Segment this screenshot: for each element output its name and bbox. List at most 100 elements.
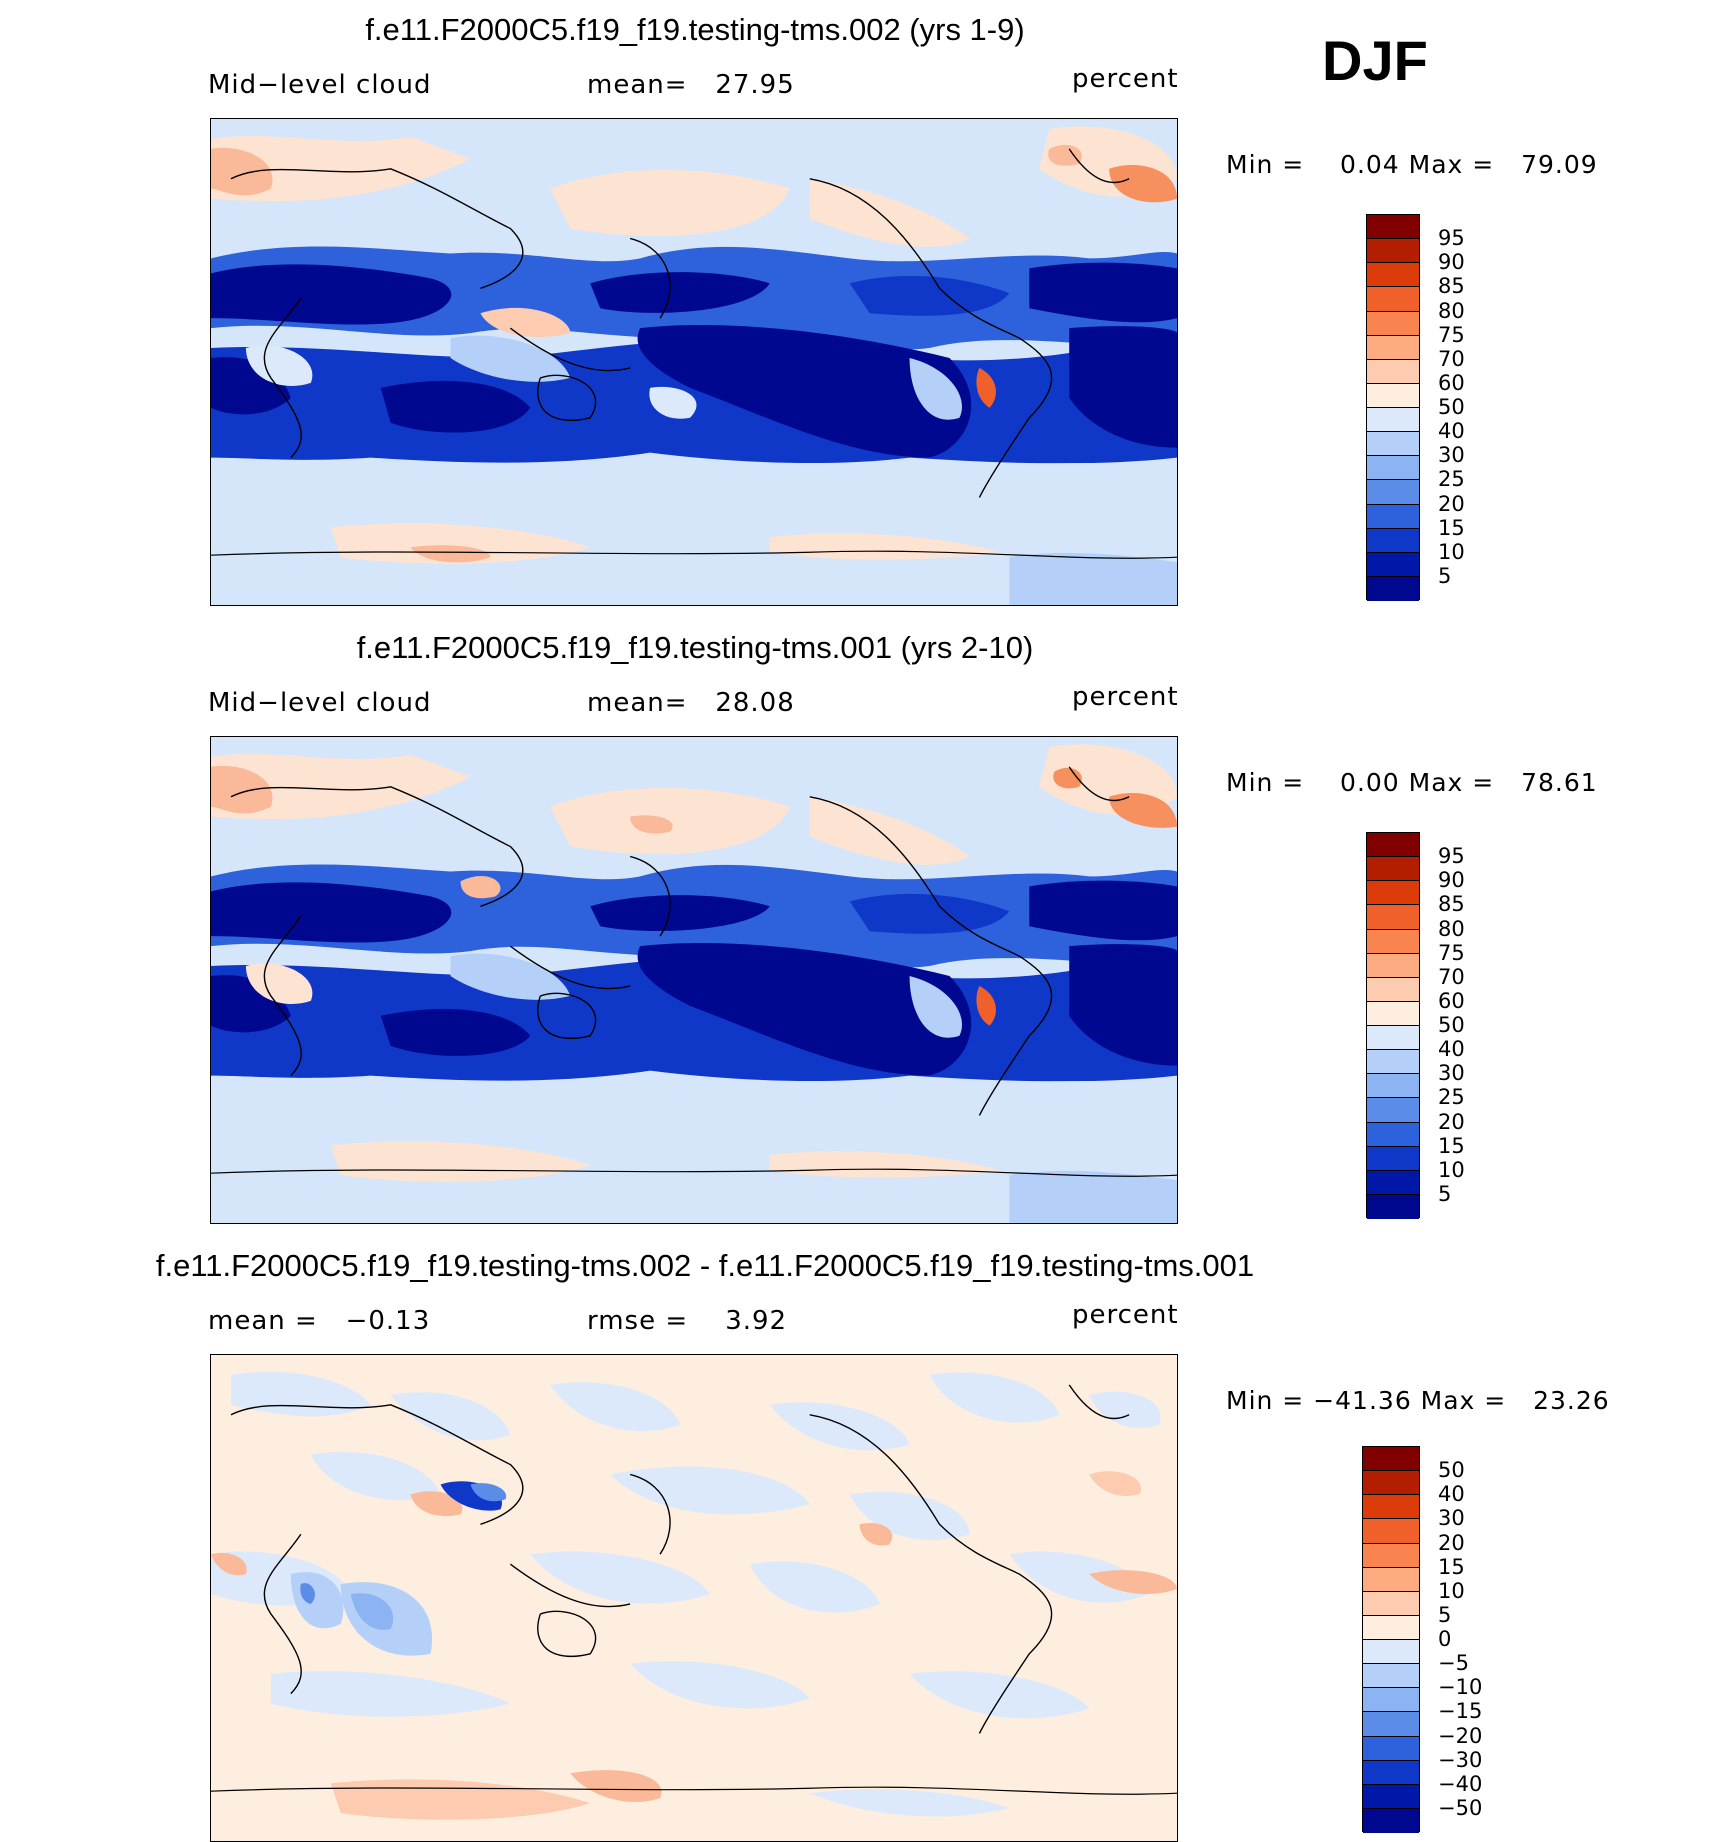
colorbar-tick-label: −20	[1438, 1723, 1483, 1748]
colorbar-tick-label: 40	[1438, 419, 1465, 444]
colorbar-tick-label: 30	[1438, 443, 1465, 468]
colorbar-tick-label: 50	[1438, 395, 1465, 419]
colorbar-swatch	[1367, 408, 1419, 433]
colorbar-swatch	[1367, 857, 1419, 882]
colorbar-swatch	[1363, 1736, 1419, 1761]
colorbar-swatch	[1367, 528, 1419, 553]
panel-1-colorbar	[1366, 214, 1420, 601]
colorbar-swatch	[1367, 335, 1419, 360]
season-label: DJF	[1322, 29, 1428, 92]
colorbar-swatch	[1367, 359, 1419, 384]
colorbar-tick-label: −15	[1438, 1699, 1483, 1724]
colorbar-swatch	[1367, 311, 1419, 336]
panel-3-mean-label: mean = −0.13	[208, 1306, 431, 1336]
panel-3-map	[210, 1354, 1178, 1842]
colorbar-swatch	[1367, 263, 1419, 288]
colorbar-tick-label: 90	[1438, 868, 1465, 893]
colorbar-swatch	[1367, 977, 1419, 1002]
panel-1-mean-label: mean= 27.95	[587, 70, 795, 100]
panel-1-variable-label: Mid−level cloud	[208, 70, 432, 100]
colorbar-swatch	[1363, 1712, 1419, 1737]
colorbar-swatch	[1363, 1591, 1419, 1616]
colorbar-tick-label: 90	[1438, 250, 1465, 275]
colorbar-swatch	[1363, 1784, 1419, 1809]
colorbar-tick-label: 75	[1438, 940, 1465, 965]
colorbar-tick-label: −10	[1438, 1675, 1483, 1700]
colorbar-tick-label: −40	[1438, 1771, 1483, 1796]
colorbar-tick-label: 40	[1438, 1037, 1465, 1062]
colorbar-swatch	[1367, 1074, 1419, 1099]
colorbar-tick-label: 10	[1438, 539, 1465, 564]
colorbar-swatch	[1367, 432, 1419, 457]
colorbar-swatch	[1367, 480, 1419, 505]
panel-2-title: f.e11.F2000C5.f19_f19.testing-tms.001 (y…	[356, 630, 1034, 665]
colorbar-tick-label: 10	[1438, 1578, 1465, 1603]
panel-2-units-label: percent	[1072, 682, 1179, 712]
colorbar-swatch	[1363, 1688, 1419, 1713]
colorbar-tick-label: −50	[1438, 1795, 1483, 1820]
colorbar-tick-label: 60	[1438, 988, 1465, 1013]
colorbar-swatch	[1363, 1615, 1419, 1640]
panel-3-min-max: Min = −41.36 Max = 23.26	[1226, 1386, 1610, 1415]
colorbar-swatch	[1363, 1471, 1419, 1496]
colorbar-swatch	[1363, 1808, 1419, 1833]
colorbar-tick-label: 80	[1438, 298, 1465, 323]
colorbar-tick-label: 30	[1438, 1061, 1465, 1086]
colorbar-swatch	[1363, 1567, 1419, 1592]
colorbar-tick-label: 40	[1438, 1482, 1465, 1507]
colorbar-swatch	[1367, 1170, 1419, 1195]
colorbar-swatch	[1367, 1194, 1419, 1219]
colorbar-tick-label: 50	[1438, 1458, 1465, 1483]
colorbar-swatch	[1367, 1001, 1419, 1026]
colorbar-swatch	[1363, 1543, 1419, 1568]
colorbar-tick-label: 20	[1438, 491, 1465, 516]
colorbar-tick-label: 70	[1438, 964, 1465, 989]
colorbar-swatch	[1367, 1098, 1419, 1123]
panel-3-units-label: percent	[1072, 1300, 1179, 1330]
panel-3-title: f.e11.F2000C5.f19_f19.testing-tms.002 - …	[155, 1248, 1255, 1283]
colorbar-swatch	[1367, 576, 1419, 601]
colorbar-tick-label: 5	[1438, 1181, 1452, 1206]
panel-3-colorbar	[1362, 1446, 1420, 1833]
panel-2-map	[210, 736, 1178, 1224]
colorbar-swatch	[1367, 215, 1419, 240]
colorbar-tick-label: −30	[1438, 1747, 1483, 1772]
colorbar-swatch	[1367, 833, 1419, 858]
colorbar-swatch	[1367, 953, 1419, 978]
colorbar-swatch	[1367, 456, 1419, 481]
colorbar-tick-label: 0	[1438, 1627, 1452, 1651]
colorbar-tick-label: 85	[1438, 274, 1465, 299]
colorbar-tick-label: 10	[1438, 1157, 1465, 1182]
colorbar-swatch	[1367, 1122, 1419, 1147]
colorbar-swatch	[1367, 552, 1419, 577]
colorbar-tick-label: 20	[1438, 1109, 1465, 1134]
colorbar-swatch	[1367, 287, 1419, 312]
panel-1-map	[210, 118, 1178, 606]
panel-1-title: f.e11.F2000C5.f19_f19.testing-tms.002 (y…	[365, 12, 1025, 47]
colorbar-tick-label: 20	[1438, 1530, 1465, 1555]
panel-2-colorbar	[1366, 832, 1420, 1219]
colorbar-swatch	[1363, 1640, 1419, 1665]
colorbar-swatch	[1367, 881, 1419, 906]
panel-1-min-max: Min = 0.04 Max = 79.09	[1226, 150, 1598, 179]
colorbar-swatch	[1363, 1664, 1419, 1689]
colorbar-tick-label: 70	[1438, 346, 1465, 371]
colorbar-tick-label: 15	[1438, 1133, 1465, 1158]
colorbar-swatch	[1367, 1026, 1419, 1051]
panel-2-min-max: Min = 0.00 Max = 78.61	[1226, 768, 1598, 797]
panel-1-units-label: percent	[1072, 64, 1179, 94]
colorbar-swatch	[1367, 1050, 1419, 1075]
colorbar-swatch	[1367, 504, 1419, 529]
colorbar-tick-label: 80	[1438, 916, 1465, 941]
panel-2-variable-label: Mid−level cloud	[208, 688, 432, 718]
colorbar-swatch	[1363, 1495, 1419, 1520]
colorbar-tick-label: 75	[1438, 322, 1465, 347]
colorbar-swatch	[1367, 383, 1419, 408]
colorbar-swatch	[1363, 1760, 1419, 1785]
colorbar-tick-label: 95	[1438, 226, 1465, 251]
colorbar-swatch	[1367, 929, 1419, 954]
colorbar-tick-label: 95	[1438, 844, 1465, 869]
colorbar-swatch	[1367, 1146, 1419, 1171]
colorbar-swatch	[1363, 1519, 1419, 1544]
panel-2-mean-label: mean= 28.08	[587, 688, 795, 718]
